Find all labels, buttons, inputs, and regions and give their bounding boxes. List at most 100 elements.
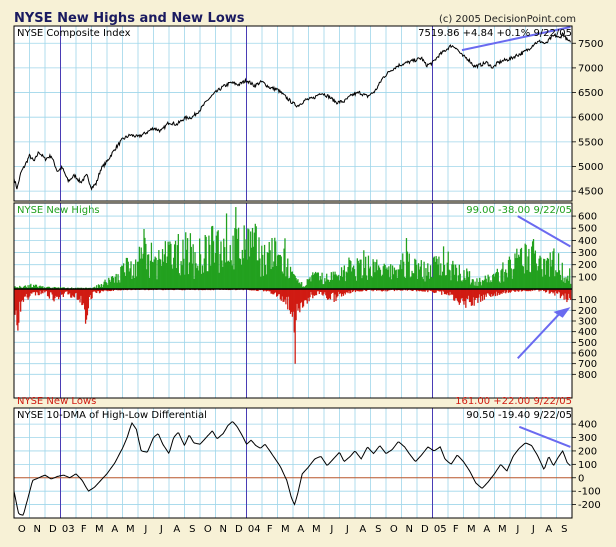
new-highs-bar [93,287,95,289]
new-highs-bar [240,264,243,289]
new-highs-bar [456,281,459,289]
new-highs-bar [57,287,59,289]
new-highs-bar [380,276,383,289]
new-highs-bar [522,266,524,289]
new-lows-bar [352,289,354,293]
new-lows-bar [314,289,317,296]
new-highs-bar [569,268,571,289]
new-lows-bar [416,289,418,292]
new-lows-bar [316,289,319,292]
new-lows-bar [32,289,34,293]
new-highs-bar [180,261,182,289]
new-highs-bar [253,232,256,289]
new-lows-bar [325,289,327,296]
new-highs-bar [541,269,543,289]
new-lows-bar [361,289,363,292]
new-lows-bar [105,289,107,291]
new-highs-bar [523,273,525,289]
new-lows-bar [95,289,97,293]
new-highs-bar [391,265,394,289]
new-lows-bar [452,289,454,295]
new-highs-bar [349,260,351,289]
new-highs-bar [114,276,116,289]
new-lows-y-tick-label: 200 [578,306,597,317]
new-lows-bar [102,289,104,292]
new-highs-bar [136,261,139,289]
new-highs-bar [327,279,329,289]
new-highs-bar [337,276,339,289]
differential-y-tick-label: -200 [578,500,601,511]
new-highs-bar [531,246,533,289]
new-highs-bar [365,256,367,289]
new-highs-bar [370,275,372,289]
new-highs-bar [15,287,17,289]
new-lows-bar [270,289,272,294]
new-lows-bar [444,289,447,295]
new-lows-bar [402,289,404,291]
new-highs-bar [452,260,454,289]
new-highs-bar [251,227,254,289]
new-lows-bar [358,289,360,292]
x-tick-label: O [390,524,398,535]
new-highs-bar [228,261,230,289]
new-lows-bar [508,289,511,293]
new-highs-bar [206,271,208,289]
new-lows-bar [510,289,512,292]
new-highs-bar [288,277,291,289]
x-tick-label: J [345,524,349,535]
new-highs-bar [416,264,418,289]
new-highs-bar [378,267,381,289]
new-lows-bar [97,289,100,292]
new-highs-bar [190,246,192,289]
new-highs-bar [387,269,389,289]
new-lows-bar [487,289,489,294]
new-highs-bar [103,281,105,289]
new-lows-bar [20,289,23,302]
new-highs-bar [363,250,365,289]
new-highs-bar [125,257,128,289]
new-lows-bar [531,289,534,291]
new-highs-bar [555,270,557,289]
new-highs-bar [492,274,494,289]
new-highs-bar [247,228,249,289]
differential-downtrend-annotation [518,425,571,448]
new-lows-bar [308,289,310,302]
new-highs-bar [353,269,356,289]
new-lows-bar [335,289,337,302]
new-lows-bar [80,289,82,296]
new-lows-bar [19,289,21,302]
new-highs-bar [230,260,232,289]
new-highs-bar [109,279,111,289]
new-lows-bar [467,289,470,296]
new-highs-bar [473,285,475,289]
new-highs-bar [556,272,558,289]
new-lows-bar [288,289,290,297]
new-lows-bar [566,289,568,303]
new-lows-bar [117,289,119,291]
new-highs-bar [491,282,493,289]
new-highs-bar [54,286,56,289]
new-highs-bar [324,278,326,289]
x-tick-label: M [95,524,104,535]
new-lows-bar [39,289,41,291]
new-highs-bar [170,243,172,289]
new-highs-bar [539,255,541,289]
new-highs-bar [495,272,498,289]
new-highs-bar [321,272,323,289]
new-highs-bar [384,265,386,289]
new-highs-bar [299,282,301,289]
new-highs-bar [494,273,497,289]
new-highs-bar [205,236,207,289]
new-lows-bar [338,289,340,292]
new-lows-bar [25,289,27,294]
new-lows-bar [485,289,487,297]
x-tick-label: A [359,524,366,535]
new-highs-readout: 99.00 -38.00 9/22/05 [466,205,572,216]
new-highs-bar [429,265,432,289]
new-highs-bar [436,258,438,289]
new-highs-bar [319,276,321,289]
new-lows-bar [438,289,440,292]
new-lows-bar [273,289,275,295]
new-highs-bar [355,280,358,289]
new-lows-bar [53,289,55,302]
